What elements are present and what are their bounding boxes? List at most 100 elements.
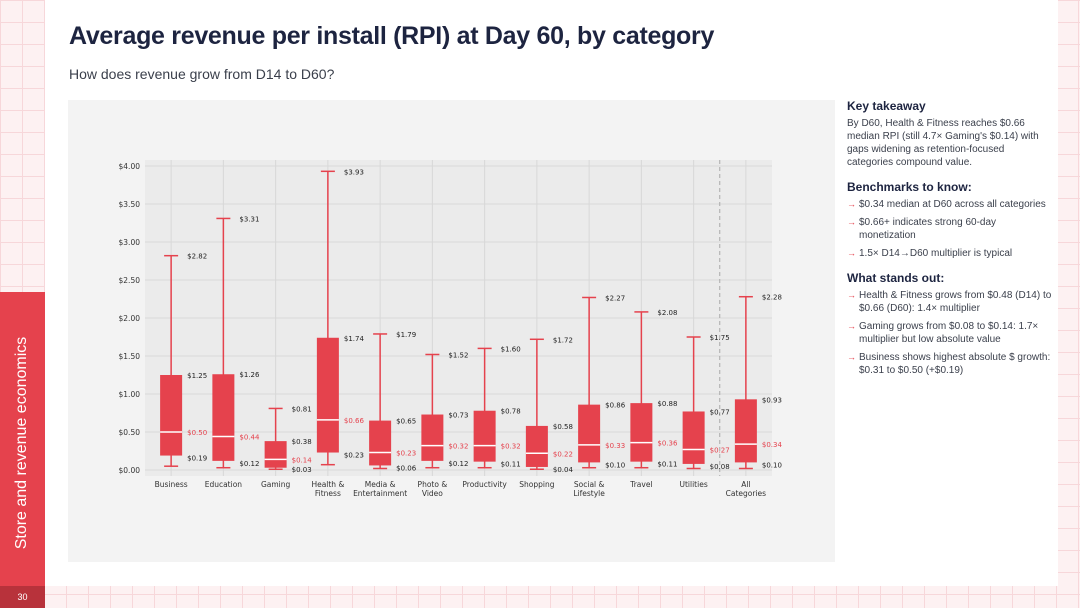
- box-iqr: [316, 337, 339, 453]
- x-tick-label: Photo &: [418, 480, 448, 489]
- x-tick-label: Media &: [365, 480, 396, 489]
- data-label-q1: $0.11: [657, 461, 677, 469]
- box-iqr: [630, 403, 653, 462]
- list-item: → $0.66+ indicates strong 60-day monetiza…: [847, 216, 1052, 242]
- box-iqr: [160, 375, 183, 456]
- data-label-q3: $0.86: [605, 402, 626, 410]
- data-label-q3: $0.77: [710, 408, 730, 416]
- data-label-q1: $0.23: [344, 452, 364, 460]
- data-label-median: $0.14: [292, 456, 313, 464]
- benchmark-text: $0.34 median at D60 across all categorie…: [859, 199, 1046, 210]
- x-tick-label: Fitness: [315, 489, 341, 498]
- data-label-q3: $0.93: [762, 396, 782, 404]
- y-tick-label: $0.50: [119, 428, 141, 437]
- data-label-q3: $0.78: [501, 408, 521, 416]
- box-iqr: [369, 420, 392, 466]
- data-label-q1: $0.06: [396, 464, 417, 472]
- data-label-high: $2.28: [762, 294, 782, 302]
- data-label-median: $0.32: [501, 443, 521, 451]
- arrow-right-icon: →: [847, 248, 856, 258]
- box-iqr: [525, 425, 548, 467]
- list-item: → $0.34 median at D60 across all categori…: [847, 198, 1052, 211]
- list-item: → 1.5× D14→D60 multiplier is typical: [847, 247, 1052, 260]
- data-label-q1: $0.08: [710, 463, 730, 471]
- benchmark-text: $0.66+ indicates strong 60-day monetizat…: [859, 217, 997, 241]
- data-label-q1: $0.03: [292, 466, 312, 474]
- data-label-high: $2.82: [187, 253, 207, 261]
- standout-text: Business shows highest absolute $ growth…: [859, 352, 1051, 376]
- x-tick-label: Travel: [629, 480, 652, 489]
- data-label-q1: $0.10: [605, 461, 625, 469]
- x-tick-label: Social &: [574, 480, 605, 489]
- page-number: 30: [0, 586, 45, 608]
- data-label-median: $0.34: [762, 441, 783, 449]
- data-label-q3: $0.65: [396, 418, 416, 426]
- standout-list: → Health & Fitness grows from $0.48 (D14)…: [847, 289, 1052, 377]
- data-label-high: $2.27: [605, 294, 625, 302]
- data-label-high: $1.75: [710, 334, 730, 342]
- data-label-median: $0.44: [239, 434, 260, 442]
- x-tick-label: Utilities: [680, 480, 708, 489]
- box-iqr: [682, 411, 705, 464]
- data-label-q1: $0.19: [187, 455, 207, 463]
- box-iqr: [421, 414, 444, 461]
- data-label-q3: $0.73: [448, 412, 468, 420]
- chart-panel: $0.00 $0.50 $1.00 $1.50 $2.00 $2.50 $3.00 $3.50…: [68, 100, 835, 562]
- y-tick-label: $2.50: [119, 276, 141, 285]
- list-item: → Business shows highest absolute $ growt…: [847, 351, 1052, 377]
- data-label-q1: $0.11: [501, 461, 521, 469]
- x-tick-label: Entertainment: [353, 489, 407, 498]
- x-tick-label: Lifestyle: [573, 489, 605, 498]
- takeaway-text: By D60, Health & Fitness reaches $0.66 m…: [847, 118, 1039, 168]
- takeaway-heading: Key takeaway: [847, 99, 926, 113]
- arrow-right-icon: →: [847, 217, 856, 227]
- data-label-median: $0.27: [710, 446, 730, 454]
- arrow-right-icon: →: [847, 352, 856, 362]
- y-tick-label: $2.00: [119, 314, 141, 323]
- standout-text: Health & Fitness grows from $0.48 (D14) …: [859, 290, 1052, 314]
- data-label-q1: $0.04: [553, 466, 574, 474]
- data-label-q3: $1.25: [187, 372, 207, 380]
- x-tick-label: Education: [205, 480, 243, 489]
- data-label-q3: $1.74: [344, 335, 365, 343]
- data-label-median: $0.23: [396, 450, 416, 458]
- data-label-high: $1.72: [553, 336, 573, 344]
- y-tick-label: $0.00: [119, 466, 141, 475]
- arrow-right-icon: →: [847, 321, 856, 331]
- box-iqr: [473, 410, 496, 462]
- data-label-high: $2.08: [657, 309, 677, 317]
- box-iqr: [578, 404, 601, 463]
- y-tick-label: $3.50: [119, 200, 141, 209]
- box-plot-chart: $0.00 $0.50 $1.00 $1.50 $2.00 $2.50 $3.00 $3.50…: [119, 160, 783, 498]
- standout-heading: What stands out:: [847, 271, 945, 285]
- standout-text: Gaming grows from $0.08 to $0.14: 1.7× m…: [859, 321, 1039, 345]
- y-tick-label: $3.00: [119, 238, 141, 247]
- data-label-q3: $0.88: [657, 400, 677, 408]
- data-label-high: $1.79: [396, 331, 416, 339]
- data-label-median: $0.50: [187, 429, 207, 437]
- x-tick-label: Gaming: [261, 480, 291, 489]
- data-label-q3: $0.38: [292, 438, 312, 446]
- box-iqr: [734, 399, 757, 463]
- x-tick-label: Video: [422, 489, 443, 498]
- y-tick-label: $1.50: [119, 352, 141, 361]
- box-iqr: [264, 441, 287, 468]
- section-sidebar: Store and revenue economics: [0, 292, 45, 608]
- data-label-high: $3.31: [239, 215, 259, 223]
- page-subtitle: How does revenue grow from D14 to D60?: [69, 66, 335, 82]
- box-iqr: [212, 374, 235, 461]
- x-tick-label: Shopping: [519, 480, 554, 489]
- data-label-median: $0.66: [344, 417, 365, 425]
- x-tick-label: Business: [155, 480, 188, 489]
- data-label-high: $3.93: [344, 168, 364, 176]
- data-label-median: $0.22: [553, 450, 573, 458]
- data-label-q1: $0.12: [448, 460, 468, 468]
- benchmarks-heading: Benchmarks to know:: [847, 180, 972, 194]
- data-label-high: $0.81: [292, 405, 312, 413]
- data-label-high: $1.60: [501, 345, 521, 353]
- x-tick-label: Health &: [311, 480, 344, 489]
- x-tick-label: Productivity: [462, 480, 507, 489]
- data-label-median: $0.32: [448, 443, 468, 451]
- data-label-high: $1.52: [448, 351, 468, 359]
- data-label-median: $0.36: [657, 440, 678, 448]
